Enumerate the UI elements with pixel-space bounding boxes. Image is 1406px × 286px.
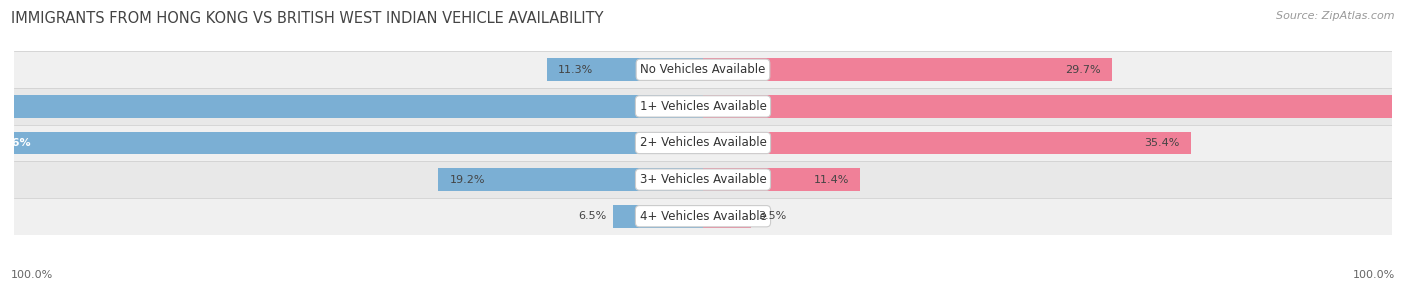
- Text: 100.0%: 100.0%: [11, 270, 53, 280]
- Bar: [613, 205, 703, 228]
- Bar: [703, 168, 860, 191]
- Text: Source: ZipAtlas.com: Source: ZipAtlas.com: [1277, 11, 1395, 21]
- Text: 3.5%: 3.5%: [758, 211, 786, 221]
- Bar: [703, 205, 751, 228]
- Bar: [0, 95, 703, 118]
- Text: 4+ Vehicles Available: 4+ Vehicles Available: [640, 210, 766, 223]
- Bar: [14, 161, 1392, 198]
- Bar: [14, 125, 1392, 161]
- Text: IMMIGRANTS FROM HONG KONG VS BRITISH WEST INDIAN VEHICLE AVAILABILITY: IMMIGRANTS FROM HONG KONG VS BRITISH WES…: [11, 11, 603, 26]
- Text: 100.0%: 100.0%: [1353, 270, 1395, 280]
- Bar: [14, 51, 1392, 88]
- Bar: [439, 168, 703, 191]
- Bar: [703, 132, 1191, 154]
- Text: 2+ Vehicles Available: 2+ Vehicles Available: [640, 136, 766, 150]
- Text: 19.2%: 19.2%: [450, 175, 485, 184]
- Bar: [0, 132, 703, 154]
- Bar: [703, 95, 1406, 118]
- Bar: [547, 58, 703, 81]
- Text: 35.4%: 35.4%: [1144, 138, 1180, 148]
- Text: 1+ Vehicles Available: 1+ Vehicles Available: [640, 100, 766, 113]
- Text: 52.6%: 52.6%: [0, 138, 31, 148]
- Text: No Vehicles Available: No Vehicles Available: [640, 63, 766, 76]
- Text: 6.5%: 6.5%: [578, 211, 606, 221]
- Text: 11.4%: 11.4%: [814, 175, 849, 184]
- Bar: [14, 88, 1392, 125]
- Text: 11.3%: 11.3%: [558, 65, 593, 75]
- Text: 29.7%: 29.7%: [1066, 65, 1101, 75]
- Text: 3+ Vehicles Available: 3+ Vehicles Available: [640, 173, 766, 186]
- Bar: [703, 58, 1112, 81]
- Bar: [14, 198, 1392, 235]
